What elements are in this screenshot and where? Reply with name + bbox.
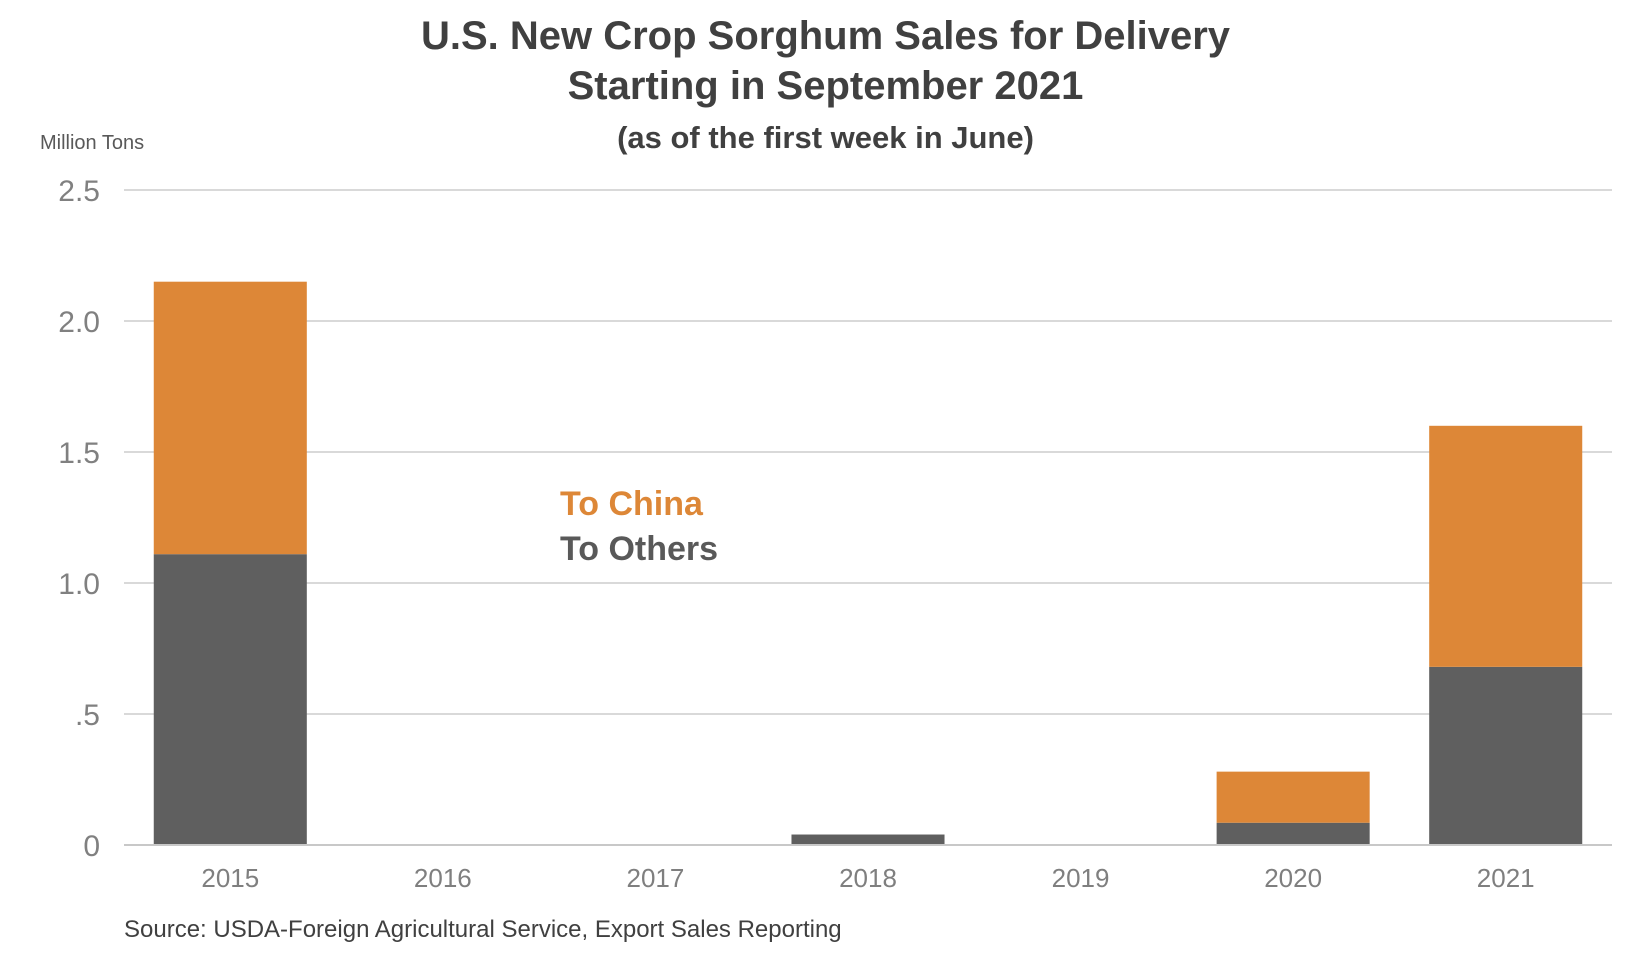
chart-title: U.S. New Crop Sorghum Sales for Delivery [420,14,1231,58]
y-tick-label: 2.5 [58,175,100,208]
bar-to-others-2021 [1429,666,1583,845]
y-tick-label: 2.0 [58,306,100,339]
x-tick-label: 2019 [1052,863,1110,893]
x-tick-label: 2015 [201,863,259,893]
bar-to-china-2021 [1429,425,1583,667]
legend: To China To Others [560,485,718,568]
chart-subtitle: (as of the first week in June) [617,120,1034,155]
bar-to-china-2020 [1216,771,1370,823]
axes: 0 .5 1.0 1.5 2.0 2.5 2015 2016 2017 2018 2019 2020 2… [58,175,1612,893]
y-tick-label: .5 [75,699,100,732]
legend-china: To China [560,485,704,523]
bar-to-others-2018 [791,834,945,845]
bar-to-others-2015 [153,554,307,845]
gridlines [124,189,1612,715]
source-note: Source: USDA-Foreign Agricultural Servic… [124,916,842,943]
x-tick-label: 2020 [1264,863,1322,893]
x-tick-label: 2016 [414,863,472,893]
legend-others: To Others [560,530,718,568]
x-tick-label: 2021 [1477,863,1535,893]
y-axis-label: Million Tons [40,132,145,154]
bar-to-china-2015 [153,281,307,555]
bars [153,281,1583,846]
bar-to-others-2020 [1216,822,1370,845]
y-tick-label: 1.5 [58,437,100,470]
chart-title-line2: Starting in September 2021 [567,64,1084,108]
x-tick-label: 2017 [627,863,685,893]
x-tick-label: 2018 [839,863,897,893]
y-tick-label: 0 [83,830,100,863]
y-tick-label: 1.0 [58,568,100,601]
